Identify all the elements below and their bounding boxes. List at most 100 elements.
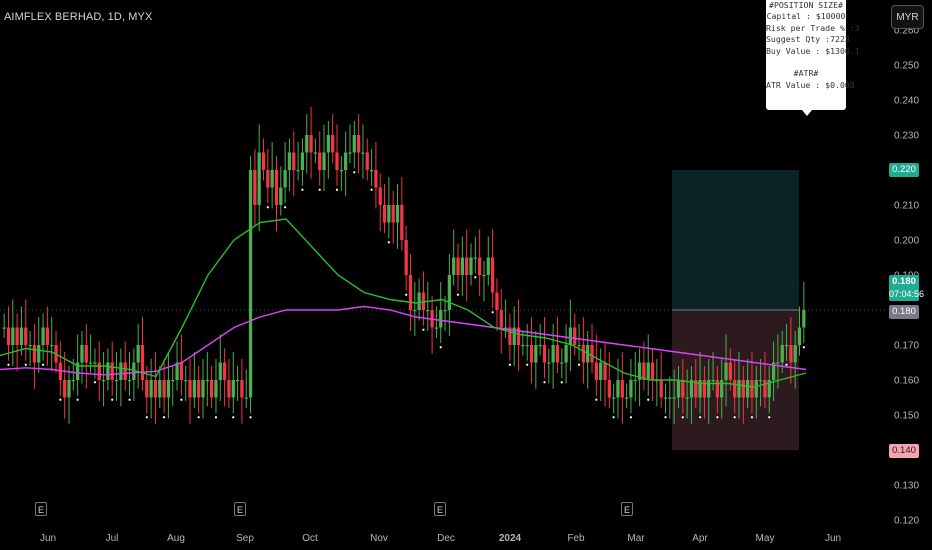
candle-body: [797, 327, 802, 345]
candle-body: [620, 380, 624, 398]
candle-body: [702, 380, 707, 398]
signal-dot: [249, 416, 252, 419]
candle-body: [776, 362, 780, 364]
signal-dot: [111, 398, 114, 401]
candle-body: [612, 397, 616, 399]
candle-body: [356, 135, 361, 153]
signal-dot: [612, 416, 615, 419]
candle-body: [668, 397, 672, 399]
earnings-event-marker[interactable]: E: [434, 502, 446, 516]
candle-body: [145, 380, 149, 398]
candle-body: [369, 170, 374, 172]
candle-body: [76, 362, 80, 380]
candle-body: [754, 380, 758, 398]
candle-body: [266, 170, 270, 188]
x-tick-label: Dec: [437, 533, 455, 544]
candle-body: [694, 380, 698, 398]
candle-body: [452, 257, 456, 275]
x-tick-label: Sep: [236, 533, 254, 544]
candle-body: [767, 380, 771, 398]
info-box-pointer-icon: [802, 110, 812, 116]
candle-body: [417, 292, 421, 310]
candle-body: [63, 380, 67, 398]
signal-dot: [284, 206, 287, 209]
candle-body: [659, 380, 663, 398]
candle-body: [322, 152, 326, 170]
candle-body: [408, 275, 413, 310]
candle-body: [305, 135, 309, 153]
candle-body: [175, 362, 179, 380]
candle-body: [789, 345, 793, 363]
signal-dot: [491, 311, 494, 314]
x-tick-label: Jun: [40, 533, 56, 544]
candle-body: [439, 310, 443, 328]
signal-dot: [59, 398, 62, 401]
candle-body: [171, 380, 175, 382]
candle-body: [551, 345, 555, 363]
candle-body: [564, 345, 568, 363]
candle-body: [235, 380, 240, 382]
candle-body: [88, 362, 93, 364]
signal-dot: [733, 416, 736, 419]
candle-body: [672, 397, 676, 399]
currency-button[interactable]: MYR: [891, 5, 924, 29]
candle-body: [577, 345, 581, 347]
candle-body: [279, 187, 283, 205]
signal-dot: [301, 188, 304, 191]
signal-dot: [162, 416, 166, 419]
candle-body: [676, 380, 681, 398]
candle-body: [590, 345, 594, 363]
candle-body: [447, 275, 452, 310]
candle-body: [253, 170, 257, 205]
info-line: Suggest Qty :7223: [766, 34, 850, 45]
candle-body: [365, 152, 369, 170]
candle-body: [24, 327, 28, 345]
candle-body: [624, 397, 629, 399]
candle-body: [482, 275, 486, 277]
candle-body: [758, 380, 763, 382]
y-tick-label: 0.200: [894, 236, 919, 247]
candle-body: [140, 345, 145, 380]
signal-dot: [543, 381, 546, 384]
candle-body: [153, 380, 158, 398]
earnings-event-marker[interactable]: E: [35, 502, 47, 516]
candle-body: [698, 380, 702, 398]
candle-body: [67, 380, 71, 398]
signal-dot: [93, 381, 97, 384]
signal-dot: [577, 363, 581, 366]
signal-dot: [681, 416, 684, 419]
earnings-event-marker[interactable]: E: [234, 502, 246, 516]
candle-body: [724, 362, 728, 380]
candle-body: [127, 380, 132, 382]
candle-body: [594, 362, 598, 380]
candle-body: [642, 362, 646, 380]
candle-body: [257, 152, 261, 205]
candle-body: [508, 327, 512, 345]
candle-body: [503, 327, 508, 329]
signal-dot: [560, 381, 563, 384]
signal-dot: [76, 398, 79, 401]
candle-body: [711, 380, 715, 382]
candle-body: [28, 345, 32, 347]
candle-body: [547, 362, 551, 364]
candle-body: [309, 135, 313, 153]
candle-body: [335, 152, 339, 170]
signal-dot: [180, 398, 183, 401]
candle-body: [15, 327, 19, 345]
candle-body: [421, 292, 426, 310]
earnings-event-marker[interactable]: E: [621, 502, 633, 516]
candle-body: [71, 380, 75, 382]
candle-body: [162, 380, 166, 398]
candle-body: [581, 345, 586, 363]
candle-body: [499, 310, 503, 328]
symbol-title: AIMFLEX BERHAD, 1D, MYX: [4, 11, 153, 23]
info-line: ATR Value : $0.008: [766, 79, 855, 90]
signal-dot: [370, 188, 373, 191]
candle-body: [404, 240, 408, 275]
candle-body: [192, 380, 196, 398]
candle-body: [2, 327, 6, 329]
candle-body: [123, 362, 127, 380]
x-tick-label: Aug: [167, 533, 185, 544]
candle-body: [205, 380, 209, 382]
target-price-tag: 0.220: [889, 163, 919, 177]
